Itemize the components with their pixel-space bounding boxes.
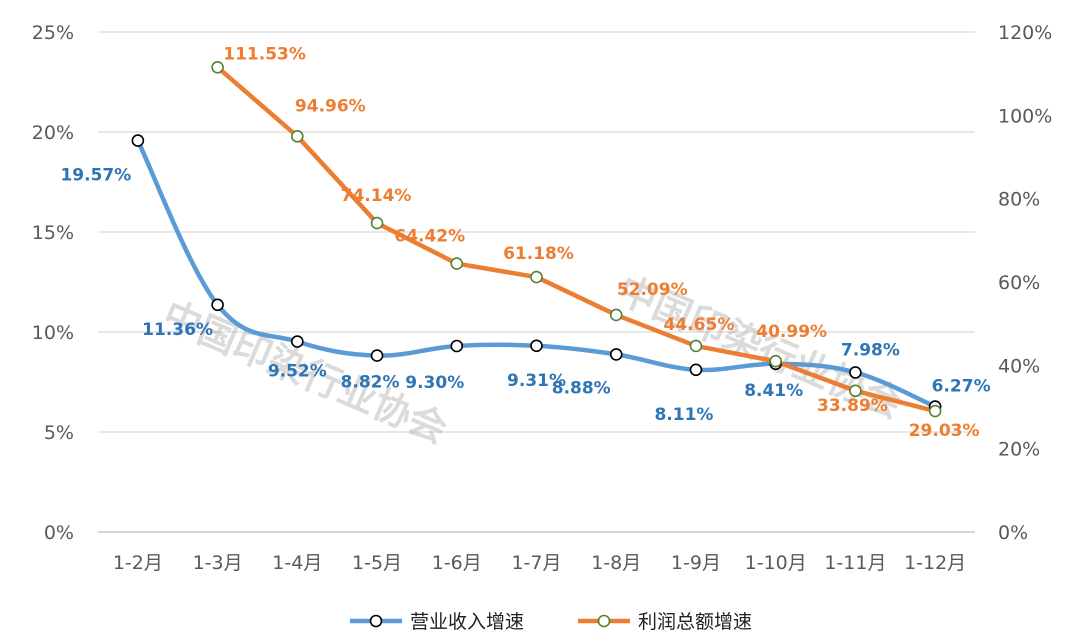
y-left-tick-label: 5% bbox=[44, 422, 74, 444]
y-right-tick-label: 40% bbox=[998, 355, 1040, 377]
data-point bbox=[211, 60, 224, 74]
data-label: 7.98% bbox=[841, 340, 900, 360]
y-left-tick-label: 15% bbox=[32, 222, 74, 244]
data-label: 44.65% bbox=[664, 315, 735, 335]
y-left-tick-label: 0% bbox=[44, 522, 74, 544]
data-point bbox=[291, 130, 304, 143]
data-point bbox=[450, 257, 464, 270]
x-tick-label: 1-2月 bbox=[113, 552, 163, 574]
x-tick-label: 1-4月 bbox=[272, 552, 322, 574]
y-axis-left: 0% 5% 10% 15% 20% 25% bbox=[32, 22, 74, 544]
data-point bbox=[689, 339, 703, 353]
data-label: 8.82% bbox=[341, 373, 400, 393]
y-right-tick-label: 60% bbox=[998, 272, 1040, 294]
data-label: 94.96% bbox=[295, 96, 366, 116]
data-point bbox=[609, 308, 623, 322]
legend-label: 营业收入增速 bbox=[410, 611, 524, 633]
x-tick-label: 1-7月 bbox=[511, 552, 561, 574]
data-point bbox=[530, 339, 543, 353]
data-label: 61.18% bbox=[503, 244, 574, 264]
data-label: 6.27% bbox=[932, 377, 991, 397]
legend-marker bbox=[597, 614, 611, 628]
y-left-tick-label: 10% bbox=[32, 322, 74, 344]
data-point bbox=[370, 216, 384, 230]
data-label: 33.89% bbox=[817, 396, 888, 416]
data-label: 11.36% bbox=[142, 320, 213, 340]
data-point bbox=[291, 335, 304, 348]
data-label: 64.42% bbox=[394, 227, 465, 247]
data-label: 74.14% bbox=[341, 186, 412, 206]
data-point bbox=[849, 366, 862, 379]
y-left-tick-label: 25% bbox=[32, 22, 74, 44]
data-label: 111.53% bbox=[223, 44, 306, 64]
y-right-tick-label: 0% bbox=[998, 522, 1028, 544]
y-left-tick-label: 20% bbox=[32, 122, 74, 144]
data-label: 40.99% bbox=[756, 322, 827, 342]
x-tick-label: 1-12月 bbox=[904, 552, 966, 574]
data-label: 9.30% bbox=[405, 373, 464, 393]
y-right-tick-label: 120% bbox=[998, 22, 1052, 44]
data-point bbox=[131, 134, 145, 147]
gridlines bbox=[98, 31, 975, 533]
y-right-tick-label: 20% bbox=[998, 439, 1040, 461]
legend[interactable]: 营业收入增速 利润总额增速 bbox=[350, 611, 752, 633]
legend-label: 利润总额增速 bbox=[638, 611, 752, 633]
legend-marker bbox=[369, 614, 383, 628]
y-right-tick-label: 80% bbox=[998, 189, 1040, 211]
data-point bbox=[609, 348, 623, 361]
data-point bbox=[211, 298, 224, 312]
data-point bbox=[689, 363, 703, 377]
x-tick-label: 1-5月 bbox=[352, 552, 402, 574]
x-axis: 1-2月 1-3月 1-4月 1-5月 1-6月 1-7月 1-8月 1-9月 1-10月 1-1… bbox=[113, 552, 966, 574]
legend-item-revenue[interactable]: 营业收入增速 bbox=[350, 611, 524, 633]
series-line-revenue bbox=[135, 138, 938, 409]
series-layer bbox=[131, 60, 942, 418]
data-point bbox=[450, 339, 464, 353]
data-label: 52.09% bbox=[617, 280, 688, 300]
data-labels: 19.57% 11.36% 9.52% 8.82% 9.30% 9.31%8.88% 8.1… bbox=[60, 44, 990, 441]
series-line-profit bbox=[215, 65, 938, 414]
x-tick-label: 1-10月 bbox=[745, 552, 807, 574]
data-label: 8.11% bbox=[654, 405, 713, 425]
y-axis-right: 0% 20% 40% 60% 80% 100% 120% bbox=[998, 22, 1052, 544]
data-label: 8.41% bbox=[744, 381, 803, 401]
data-label: 9.52% bbox=[268, 362, 327, 382]
x-tick-label: 1-9月 bbox=[671, 552, 721, 574]
data-point bbox=[370, 349, 384, 362]
data-point bbox=[928, 404, 942, 418]
data-point bbox=[530, 270, 543, 284]
data-label: 8.88% bbox=[552, 378, 611, 398]
data-label: 29.03% bbox=[909, 421, 980, 441]
x-tick-label: 1-11月 bbox=[824, 552, 886, 574]
x-tick-label: 1-8月 bbox=[591, 552, 641, 574]
y-right-tick-label: 100% bbox=[998, 105, 1052, 127]
data-label: 19.57% bbox=[60, 166, 131, 186]
data-point bbox=[769, 354, 782, 368]
data-point bbox=[849, 384, 862, 398]
legend-item-profit[interactable]: 利润总额增速 bbox=[578, 611, 752, 633]
data-label: 9.31% bbox=[507, 371, 566, 391]
x-tick-label: 1-3月 bbox=[193, 552, 243, 574]
watermark: 中国印染行业协会 中国印染行业协会 bbox=[156, 268, 908, 452]
x-tick-label: 1-6月 bbox=[432, 552, 482, 574]
